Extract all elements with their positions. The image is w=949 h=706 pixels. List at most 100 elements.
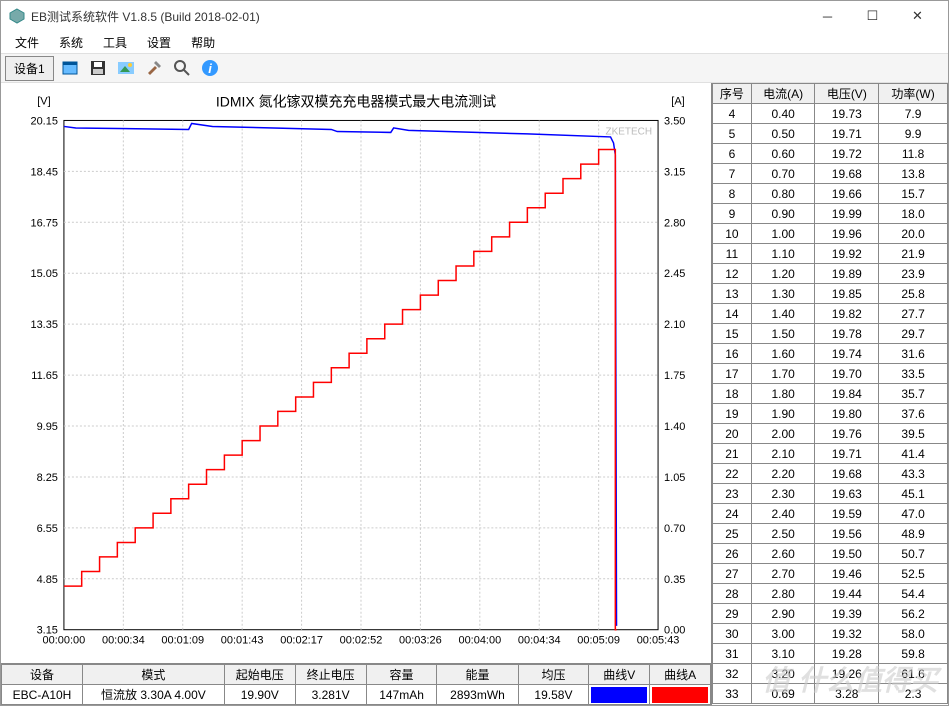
svg-text:00:01:43: 00:01:43 [221,635,264,647]
v-device: EBC-A10H [2,685,83,705]
table-row[interactable]: 262.6019.5050.7 [713,544,948,564]
table-row[interactable]: 70.7019.6813.8 [713,164,948,184]
table-row[interactable]: 121.2019.8923.9 [713,264,948,284]
table-row[interactable]: 90.9019.9918.0 [713,204,948,224]
save-icon[interactable] [86,56,110,80]
svg-text:00:05:09: 00:05:09 [577,635,620,647]
dt-h-0[interactable]: 序号 [713,84,752,104]
svg-text:20.15: 20.15 [30,115,57,127]
svg-text:0.70: 0.70 [664,523,685,535]
h-energy: 能量 [437,665,518,685]
table-row[interactable]: 141.4019.8227.7 [713,304,948,324]
h-device: 设备 [2,665,83,685]
window-title: EB测试系统软件 V1.8.5 (Build 2018-02-01) [31,8,805,25]
data-panel[interactable]: 序号电流(A)电压(V)功率(W)40.4019.737.950.5019.71… [712,83,948,705]
table-row[interactable]: 242.4019.5947.0 [713,504,948,524]
table-row[interactable]: 313.1019.2859.8 [713,644,948,664]
table-row[interactable]: 232.3019.6345.1 [713,484,948,504]
menu-tools[interactable]: 工具 [95,32,135,53]
svg-text:00:00:00: 00:00:00 [43,635,86,647]
table-row[interactable]: 151.5019.7829.7 [713,324,948,344]
table-row[interactable]: 131.3019.8525.8 [713,284,948,304]
v-mode: 恒流放 3.30A 4.00V [83,685,225,705]
picture-icon[interactable] [114,56,138,80]
zoom-icon[interactable] [170,56,194,80]
dt-h-2[interactable]: 电压(V) [815,84,879,104]
window-icon[interactable] [58,56,82,80]
device-tab[interactable]: 设备1 [5,56,54,81]
minimize-button[interactable]: ─ [805,2,850,30]
svg-text:11.65: 11.65 [31,370,58,382]
data-table: 序号电流(A)电压(V)功率(W)40.4019.737.950.5019.71… [712,83,948,704]
table-row[interactable]: 111.1019.9221.9 [713,244,948,264]
maximize-button[interactable]: ☐ [850,2,895,30]
table-row[interactable]: 272.7019.4652.5 [713,564,948,584]
svg-text:2.45: 2.45 [664,268,685,280]
table-row[interactable]: 50.5019.719.9 [713,124,948,144]
chart-svg: IDMIX 氮化镓双模充充电器模式最大电流测试[V][A]3.150.004.8… [9,89,703,661]
table-row[interactable]: 80.8019.6615.7 [713,184,948,204]
svg-text:1.05: 1.05 [664,472,685,484]
svg-text:00:01:09: 00:01:09 [161,635,204,647]
svg-text:2.80: 2.80 [664,217,685,229]
svg-text:00:04:00: 00:04:00 [458,635,501,647]
table-row[interactable]: 181.8019.8435.7 [713,384,948,404]
h-cap: 容量 [366,665,437,685]
table-row[interactable]: 191.9019.8037.6 [713,404,948,424]
menu-help[interactable]: 帮助 [183,32,223,53]
h-curvev: 曲线V [589,665,650,685]
v-energy: 2893mWh [437,685,518,705]
dt-h-3[interactable]: 功率(W) [879,84,948,104]
table-row[interactable]: 171.7019.7033.5 [713,364,948,384]
table-row[interactable]: 282.8019.4454.4 [713,584,948,604]
table-row[interactable]: 323.2019.2661.6 [713,664,948,684]
svg-text:[A]: [A] [671,95,684,107]
svg-text:0.35: 0.35 [664,574,685,586]
table-row[interactable]: 292.9019.3956.2 [713,604,948,624]
v-curvea [650,685,711,705]
table-row[interactable]: 101.0019.9620.0 [713,224,948,244]
table-row[interactable]: 60.6019.7211.8 [713,144,948,164]
svg-text:9.95: 9.95 [37,421,58,433]
svg-text:00:05:43: 00:05:43 [637,635,680,647]
menu-system[interactable]: 系统 [51,32,91,53]
svg-text:16.75: 16.75 [30,217,57,229]
close-button[interactable]: ✕ [895,2,940,30]
table-row[interactable]: 212.1019.7141.4 [713,444,948,464]
svg-text:00:03:26: 00:03:26 [399,635,442,647]
v-avgv: 19.58V [518,685,589,705]
svg-text:1.75: 1.75 [664,370,685,382]
svg-text:[V]: [V] [37,95,50,107]
table-row[interactable]: 222.2019.6843.3 [713,464,948,484]
status-table: 设备 模式 起始电压 终止电压 容量 能量 均压 曲线V 曲线A EBC-A10… [1,663,711,705]
tools-icon[interactable] [142,56,166,80]
svg-text:ZKETECH: ZKETECH [606,126,653,137]
svg-text:13.35: 13.35 [30,319,57,331]
h-endv: 终止电压 [295,665,366,685]
info-icon[interactable]: i [198,56,222,80]
svg-text:00:02:17: 00:02:17 [280,635,323,647]
dt-h-1[interactable]: 电流(A) [751,84,815,104]
v-curvev [589,685,650,705]
svg-text:i: i [208,61,212,76]
svg-text:00:02:52: 00:02:52 [340,635,383,647]
svg-text:15.05: 15.05 [30,268,57,280]
svg-text:8.25: 8.25 [37,472,58,484]
table-row[interactable]: 40.4019.737.9 [713,104,948,124]
v-cap: 147mAh [366,685,437,705]
table-row[interactable]: 202.0019.7639.5 [713,424,948,444]
table-row[interactable]: 330.693.282.3 [713,684,948,704]
table-row[interactable]: 161.6019.7431.6 [713,344,948,364]
svg-text:18.45: 18.45 [30,166,57,178]
svg-text:00:04:34: 00:04:34 [518,635,561,647]
menu-settings[interactable]: 设置 [139,32,179,53]
svg-text:00:00:34: 00:00:34 [102,635,145,647]
h-avgv: 均压 [518,665,589,685]
v-startv: 19.90V [224,685,295,705]
table-row[interactable]: 303.0019.3258.0 [713,624,948,644]
menu-file[interactable]: 文件 [7,32,47,53]
table-row[interactable]: 252.5019.5648.9 [713,524,948,544]
chart-area[interactable]: IDMIX 氮化镓双模充充电器模式最大电流测试[V][A]3.150.004.8… [1,83,711,663]
svg-text:4.85: 4.85 [37,574,58,586]
toolbar: 设备1 i [1,53,948,83]
